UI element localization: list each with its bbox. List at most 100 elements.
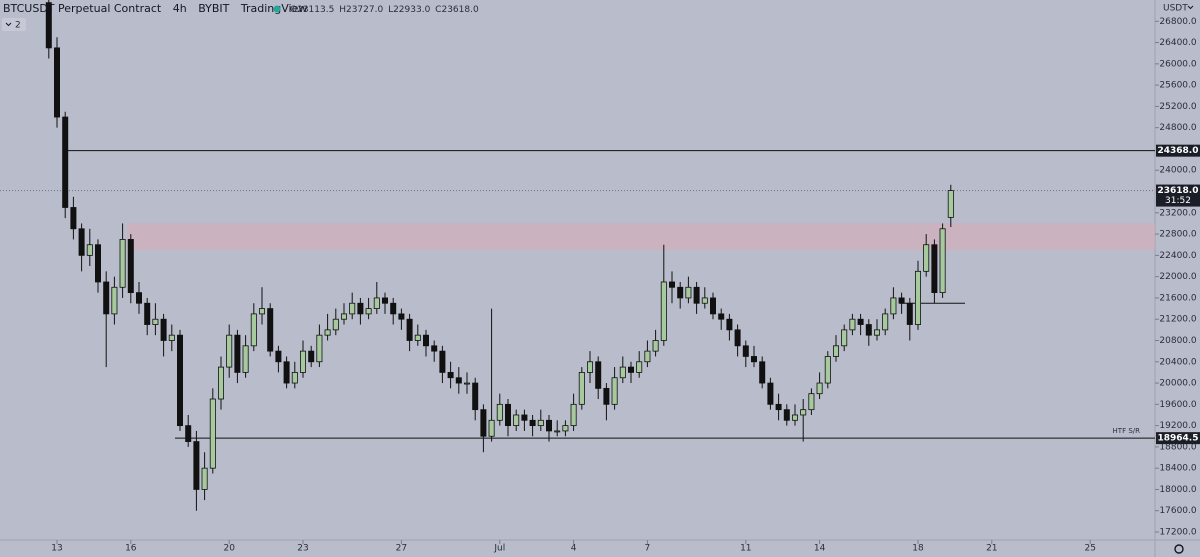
candle-body bbox=[865, 324, 872, 336]
y-tick-label: 21600.0 bbox=[1159, 293, 1196, 303]
currency-chevron[interactable] bbox=[1187, 5, 1194, 10]
candle-body bbox=[857, 318, 864, 325]
candle-body bbox=[906, 302, 913, 325]
candle-body bbox=[742, 345, 749, 357]
candle-body bbox=[406, 318, 413, 341]
y-tick-label: 24000.0 bbox=[1159, 166, 1196, 176]
status-dot bbox=[273, 5, 281, 13]
candle-body bbox=[554, 430, 561, 433]
candle-body bbox=[390, 302, 397, 315]
candle-body bbox=[349, 302, 356, 315]
currency[interactable]: USDT bbox=[1163, 4, 1188, 14]
candle-body bbox=[308, 350, 315, 363]
candle-body bbox=[751, 356, 758, 363]
candle-body bbox=[849, 318, 856, 331]
y-tick-label: 17200.0 bbox=[1159, 528, 1196, 538]
candle-body bbox=[685, 286, 692, 299]
supply-zone bbox=[127, 223, 1155, 251]
candle-body bbox=[923, 244, 930, 272]
y-tick-label: 26800.0 bbox=[1159, 17, 1196, 27]
candle-body bbox=[718, 313, 725, 320]
chevron-icon[interactable] bbox=[5, 22, 12, 27]
y-tick-label: 20400.0 bbox=[1159, 357, 1196, 367]
candle-body bbox=[95, 244, 102, 283]
candle-body bbox=[340, 313, 347, 320]
candle-body bbox=[726, 318, 733, 331]
level-label-bg bbox=[1156, 432, 1200, 445]
x-tick-label: 16 bbox=[125, 544, 137, 554]
candle-body bbox=[701, 297, 708, 304]
candle-body bbox=[373, 297, 380, 309]
interval[interactable]: 4h bbox=[173, 2, 187, 15]
indicator-count[interactable]: 2 bbox=[15, 21, 21, 31]
candle-body bbox=[570, 403, 577, 427]
candle-body bbox=[480, 409, 487, 437]
candle-body bbox=[299, 350, 306, 373]
candle-body bbox=[759, 361, 766, 384]
header: BTCUSDT Perpetual Contract 4h BYBIT Trad… bbox=[3, 2, 307, 15]
candle-body bbox=[521, 414, 528, 421]
candle-body bbox=[275, 350, 282, 363]
x-tick-label: 27 bbox=[396, 544, 407, 554]
candle-body bbox=[619, 366, 626, 379]
settings-icon[interactable] bbox=[1174, 544, 1184, 554]
candle-body bbox=[513, 414, 520, 427]
candle-body bbox=[226, 334, 233, 368]
candle-body bbox=[603, 387, 610, 405]
candle-body bbox=[176, 334, 183, 427]
candle-body bbox=[587, 361, 594, 373]
candle-body bbox=[70, 207, 77, 230]
candle-body bbox=[808, 393, 815, 411]
candle-body bbox=[201, 467, 208, 490]
candle-body bbox=[422, 334, 429, 347]
level-label: 18964.5 bbox=[1158, 434, 1199, 444]
candle-body bbox=[710, 297, 717, 315]
symbol[interactable]: BTCUSDT Perpetual Contract bbox=[3, 2, 162, 15]
candle-body bbox=[841, 329, 848, 347]
level-text: HTF S/R bbox=[1113, 427, 1141, 435]
candle-body bbox=[611, 377, 618, 405]
x-tick-label: 21 bbox=[986, 544, 997, 554]
ohlc-key: O bbox=[290, 5, 297, 15]
candle-body bbox=[931, 244, 938, 294]
candle-body bbox=[463, 382, 470, 385]
candle-body bbox=[833, 345, 840, 357]
y-tick-label: 26400.0 bbox=[1159, 38, 1196, 48]
candle-body bbox=[775, 403, 782, 411]
candle-body bbox=[660, 281, 667, 341]
candle-body bbox=[127, 239, 134, 294]
y-tick-label: 22000.0 bbox=[1159, 272, 1196, 282]
indicator-toggle[interactable]: 2 bbox=[2, 18, 26, 31]
candle-body bbox=[283, 361, 290, 384]
candle-body bbox=[78, 228, 85, 256]
gear[interactable] bbox=[1174, 544, 1184, 554]
ohlc: O23113.5 H23727.0 L22933.0 C23618.0 bbox=[290, 5, 479, 15]
candle-body bbox=[644, 350, 651, 363]
x-tick-label: 4 bbox=[571, 544, 577, 554]
y-tick-label: 22400.0 bbox=[1159, 251, 1196, 261]
ohlc-value: 23618.0 bbox=[441, 5, 478, 15]
ohlc-value: 23727.0 bbox=[346, 5, 383, 15]
candle-body bbox=[824, 356, 831, 384]
candle-body bbox=[258, 308, 265, 315]
candle-body bbox=[234, 334, 241, 373]
candle-body bbox=[496, 403, 503, 421]
x-tick-label: 11 bbox=[740, 544, 751, 554]
candle-body bbox=[652, 340, 659, 352]
candle-body bbox=[898, 297, 905, 304]
toggle-bg[interactable] bbox=[2, 18, 26, 31]
ohlc-key: H bbox=[339, 5, 346, 15]
y-tick-label: 22800.0 bbox=[1159, 230, 1196, 240]
candle-body bbox=[669, 281, 676, 288]
y-tick-label: 26000.0 bbox=[1159, 59, 1196, 69]
level-label: 24368.0 bbox=[1158, 146, 1199, 156]
ohlc-key: L bbox=[388, 5, 393, 15]
y-tick-label: 19600.0 bbox=[1159, 400, 1196, 410]
candle-body bbox=[119, 239, 126, 288]
x-tick-label: 18 bbox=[912, 544, 924, 554]
candle-body bbox=[677, 286, 684, 299]
current-price-label: 23618.0 bbox=[1158, 186, 1199, 196]
y-tick-label: 20000.0 bbox=[1159, 379, 1196, 389]
